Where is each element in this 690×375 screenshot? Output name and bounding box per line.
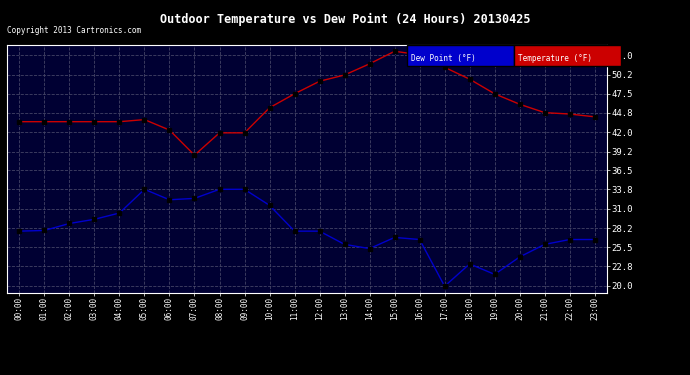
Text: Temperature (°F): Temperature (°F) <box>518 54 591 63</box>
Text: Outdoor Temperature vs Dew Point (24 Hours) 20130425: Outdoor Temperature vs Dew Point (24 Hou… <box>160 13 530 26</box>
Text: Copyright 2013 Cartronics.com: Copyright 2013 Cartronics.com <box>7 26 141 35</box>
Text: Dew Point (°F): Dew Point (°F) <box>411 54 475 63</box>
